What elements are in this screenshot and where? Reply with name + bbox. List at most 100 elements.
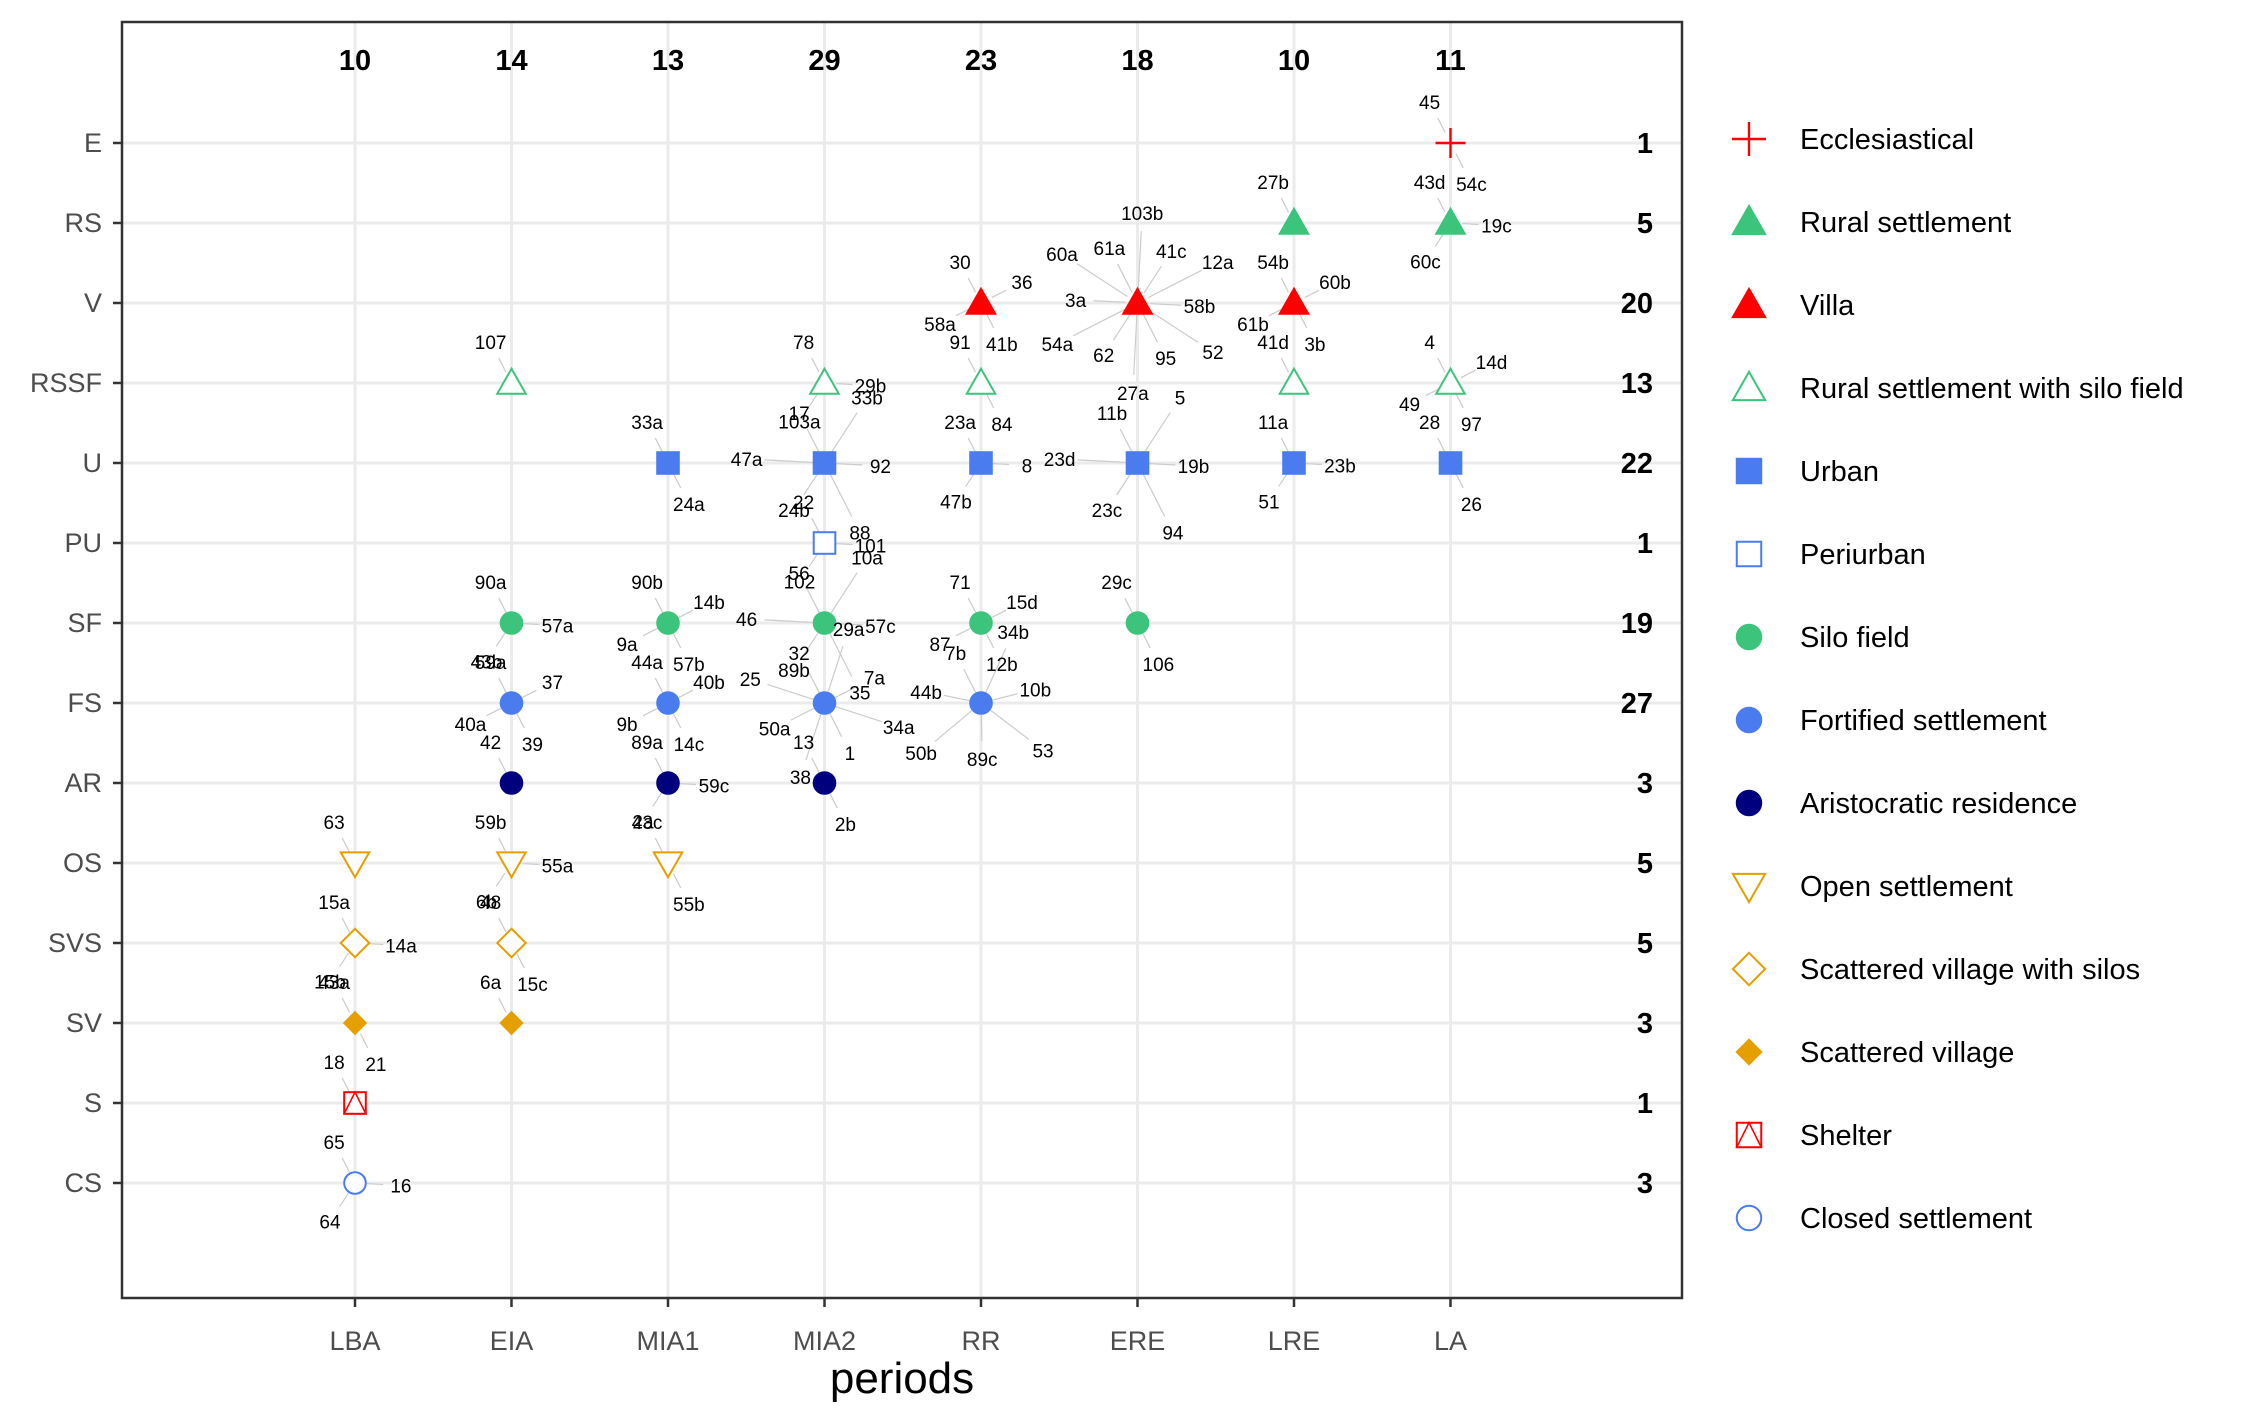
leader-line <box>790 707 815 721</box>
point-sf-mia2 <box>812 611 837 635</box>
point-label: 39 <box>522 735 543 756</box>
legend-item-rural-settlement-with-silo-field: Rural settlement with silo field <box>1731 369 2184 405</box>
leader-line <box>985 313 995 329</box>
leader-line <box>806 428 820 453</box>
point-os-eia <box>495 851 528 880</box>
point-label: 15c <box>517 975 548 996</box>
leader-line <box>834 685 859 699</box>
x-tick-label-la: LA <box>1434 1326 1467 1356</box>
point-label: 56 <box>789 564 810 585</box>
point-label: 37 <box>542 673 563 694</box>
point-label: 12a <box>1202 253 1234 274</box>
leader-line <box>652 792 662 807</box>
point-label: 61a <box>1094 239 1126 260</box>
legend-symbol-s <box>1735 1120 1763 1149</box>
point-label: 9a <box>616 635 638 656</box>
leader-line <box>523 863 540 866</box>
point-label: 21 <box>365 1055 386 1076</box>
point-label: 63 <box>324 813 345 834</box>
leader-line <box>1073 307 1128 337</box>
leader-line <box>808 392 819 407</box>
leader-line <box>811 357 820 373</box>
point-label: 27b <box>1257 173 1289 194</box>
legend-symbol-e <box>1732 122 1766 156</box>
point-label: 88 <box>849 523 870 544</box>
point-label: 41b <box>986 335 1018 356</box>
point-label: 44b <box>910 683 942 704</box>
x-axis-title: periods <box>830 1354 974 1403</box>
point-label: 23b <box>1324 456 1356 477</box>
point-sf-eia <box>499 611 524 635</box>
point-label: 19c <box>1481 216 1512 237</box>
leader-line <box>1142 473 1166 517</box>
point-label: 14a <box>385 936 417 957</box>
legend-item-scattered-village-with-silos: Scattered village with silos <box>1731 951 2140 987</box>
point-pu-mia2 <box>812 531 837 555</box>
point-label: 90b <box>631 573 663 594</box>
point-u-la <box>1438 451 1463 475</box>
point-label: 2b <box>835 815 856 836</box>
point-label: 29b <box>855 376 887 397</box>
x-tick-label-mia2: MIA2 <box>793 1326 856 1356</box>
leader-line <box>672 473 682 489</box>
point-cs-lba <box>343 1171 367 1195</box>
leader-line <box>642 627 658 637</box>
leader-line <box>991 289 1007 299</box>
leader-line <box>1455 393 1464 409</box>
point-label: 59b <box>475 813 507 834</box>
y-tick-label-os: OS <box>63 848 102 878</box>
point-os-lba <box>339 851 371 880</box>
leader-line <box>808 552 819 567</box>
legend-label-pu: Periurban <box>1800 539 1926 571</box>
point-label: 59a <box>475 653 507 674</box>
point-label: 47b <box>940 493 972 514</box>
leader-line <box>965 472 975 487</box>
y-tick-label-e: E <box>84 128 102 158</box>
leader-line <box>1280 197 1290 213</box>
point-label: 52 <box>1202 343 1223 364</box>
point-label: 60c <box>1410 253 1441 274</box>
point-label: 94 <box>1162 523 1184 544</box>
point-label: 27a <box>1117 384 1149 405</box>
legend-symbol-ar <box>1735 789 1763 817</box>
y-tick-label-rssf: RSSF <box>30 368 102 398</box>
leader-line <box>498 597 507 613</box>
leader-line <box>811 757 820 773</box>
legend-item-urban: Urban <box>1735 456 1879 488</box>
point-label: 44a <box>631 653 663 674</box>
x-tick-label-rr: RR <box>962 1326 1001 1356</box>
point-label: 97 <box>1461 415 1482 436</box>
x-tick-label-lba: LBA <box>329 1326 380 1356</box>
legend-symbol-u <box>1735 457 1763 485</box>
leader-line <box>829 713 843 738</box>
y-tick-label-v: V <box>84 288 102 318</box>
point-sf-rr <box>969 611 993 635</box>
point-label: 22 <box>793 493 814 514</box>
point-label: 24a <box>673 495 705 516</box>
legend-item-silo-field: Silo field <box>1735 622 1910 654</box>
leader-line <box>1124 597 1133 613</box>
leader-line <box>985 648 1007 693</box>
point-label: 54a <box>1041 335 1073 356</box>
point-label: 28 <box>1419 413 1440 434</box>
point-label: 48 <box>480 893 501 914</box>
point-label: 11a <box>1258 413 1289 434</box>
leader-line <box>339 1192 349 1207</box>
x-tick-label-mia1: MIA1 <box>636 1326 699 1356</box>
point-label: 7a <box>864 669 886 690</box>
legend-item-aristocratic-residence: Aristocratic residence <box>1735 788 2077 820</box>
leader-line <box>985 393 995 409</box>
leader-line <box>1077 459 1126 463</box>
point-label: 60b <box>1319 273 1351 294</box>
leader-line <box>836 543 853 546</box>
leader-line <box>1116 263 1133 293</box>
point-rssf-lre <box>1278 366 1310 395</box>
leader-line <box>1278 472 1288 487</box>
point-label: 54c <box>1456 175 1487 196</box>
point-label: 23d <box>1044 450 1076 471</box>
plot-panel-border <box>120 20 1684 1300</box>
point-label: 61b <box>1237 315 1269 336</box>
point-label: 2a <box>632 813 654 834</box>
point-label: 26 <box>1461 495 1482 516</box>
